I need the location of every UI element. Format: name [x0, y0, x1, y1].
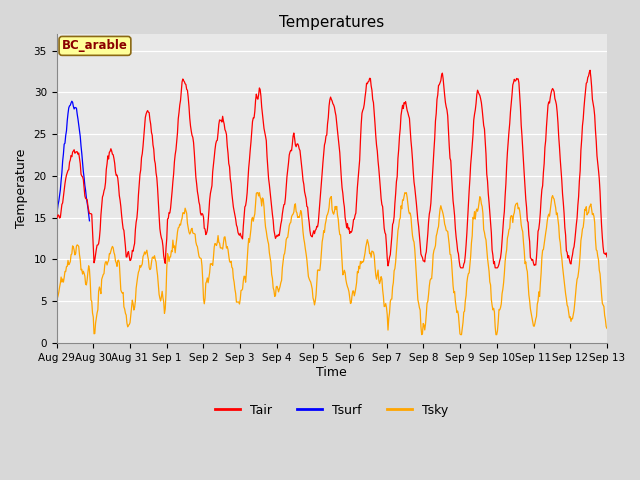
Tair [399, 102, 406, 108]
Tsky [52, 302, 60, 308]
Tair [52, 216, 60, 221]
Tair [63, 172, 70, 178]
Line: Tsurf: Tsurf [56, 101, 90, 221]
Tair [119, 226, 127, 231]
Y-axis label: Temperature: Temperature [15, 149, 28, 228]
Tsky [204, 280, 212, 286]
X-axis label: Time: Time [316, 365, 347, 379]
Text: BC_arable: BC_arable [62, 39, 128, 52]
Tair [175, 109, 183, 115]
Title: Temperatures: Temperatures [279, 15, 385, 30]
Tsky [603, 325, 611, 331]
Tair [603, 254, 611, 260]
Tsky [415, 305, 423, 311]
Tsky [253, 190, 261, 195]
Tair [457, 265, 465, 271]
Tsurf [63, 128, 70, 133]
Tsurf [52, 211, 60, 216]
Line: Tair: Tair [56, 70, 607, 268]
Tair [586, 67, 594, 73]
Legend: Tair, Tsurf, Tsky: Tair, Tsurf, Tsky [211, 399, 453, 422]
Tsky [63, 264, 70, 269]
Tsky [175, 224, 183, 230]
Tsky [418, 332, 426, 337]
Line: Tsky: Tsky [56, 192, 607, 335]
Tair [415, 224, 422, 229]
Tsky [119, 289, 127, 295]
Tair [204, 219, 212, 225]
Tsky [399, 197, 407, 203]
